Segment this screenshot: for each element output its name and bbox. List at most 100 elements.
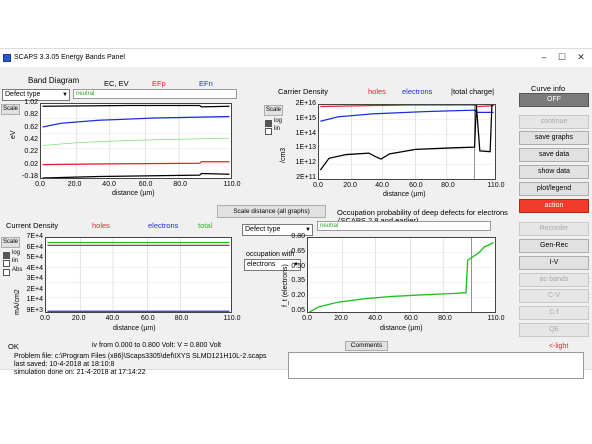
x-tick-label: 40.0 [102,181,116,188]
save-graphs-button[interactable]: save graphs [519,131,589,145]
current-log-radio[interactable] [3,252,10,259]
y-tick-label: 7E+4 [26,233,43,240]
app-icon [3,54,11,62]
y-tick-label: 0.02 [24,160,38,168]
y-tick-label: 0.22 [24,148,38,156]
current-scale-button[interactable]: Scale [1,237,20,248]
ac-bands-button[interactable]: ac-bands [519,273,589,287]
iv-button[interactable]: I-V [519,256,589,270]
curve-info-label: Curve info [531,84,566,93]
occupation-curve [309,241,494,312]
continue-button[interactable]: continue [519,115,589,129]
ok-button[interactable]: OK [8,342,19,351]
occupation-with-label: occupation with [246,251,295,258]
current-legend-electrons: electrons [148,221,179,230]
y-tick-label: 0.42 [24,136,38,143]
x-tick-label: 0.0 [40,315,50,322]
y-tick-label: 0.82 [24,111,38,119]
x-tick-label: 0.0 [302,315,312,322]
scale-distance-all-graphs-button[interactable]: Scale distance (all graphs) [217,205,326,218]
scaps-energy-bands-window: SCAPS 3.3.05 Energy Bands Panel – ☐ ✕ Ba… [0,48,592,379]
band-legend-efn: EFn [199,79,213,88]
y-tick-label: 1.02 [24,99,38,106]
y-tick-label: 0.80 [291,233,305,240]
band-neutral-field[interactable]: neutral [73,89,237,99]
total-charge-curve [319,105,494,171]
y-tick-label: 0.50 [291,262,305,270]
maximize-button[interactable]: ☐ [557,52,567,62]
show-data-button[interactable]: show data [519,165,589,179]
x-tick-label: 40.0 [368,315,382,322]
y-tick-label: 0.62 [24,123,38,131]
y-tick-label: 0.20 [291,292,305,300]
current-legend-total: total [198,221,213,230]
chevron-down-icon: ▼ [305,227,311,233]
last-saved-text: last saved: 10-4-2018 at 18:10:8 [14,361,115,368]
occupation-carrier-select[interactable]: electrons ▼ [244,259,301,271]
band-defect-type-value: Defect type [5,91,41,98]
problem-file-text: Problem file: c:\Program Files (x86)\Sca… [14,353,267,360]
occupation-defect-type-select[interactable]: Defect type ▼ [242,224,313,236]
holes-curve [320,105,494,108]
qe-button[interactable]: QE [519,323,589,337]
band-scale-button[interactable]: Scale [1,104,20,115]
carrier-density-plot [318,104,496,180]
x-tick-label: 20.0 [71,315,86,322]
y-tick-label: 5E+4 [26,254,43,262]
gen-rec-button[interactable]: Gen-Rec [519,239,589,253]
neutral-curve [42,137,230,146]
cf-button[interactable]: C-f [519,306,589,320]
action-button[interactable]: action [519,199,589,213]
current-abs-checkbox[interactable] [3,269,10,276]
efn-curve [42,115,230,128]
y-tick-label: 0.05 [291,307,305,314]
occupation-title: Occupation probability of deep defects f… [337,208,508,217]
y-tick-label: 9E+3 [26,307,43,314]
x-tick-label: 20.0 [334,315,348,322]
ec-curve [42,104,230,108]
x-tick-label: 60.0 [141,315,155,322]
band-defect-type-select[interactable]: Defect type ▼ [2,89,70,101]
current-lin-radio[interactable] [3,260,10,267]
carrier-scale-button[interactable]: Scale [264,105,283,116]
band-legend-efp: EFp [152,79,166,88]
chevron-down-icon: ▼ [62,92,68,98]
current-density-plot [45,237,232,313]
band-legend-ec-ev: EC, EV [104,79,129,88]
y-tick-label: 1E+14 [295,129,316,137]
current-x-label: distance (µm) [113,325,156,332]
carrier-log-label: log [274,118,283,124]
plot-legend-button[interactable]: plot/legend [519,182,589,196]
chevron-down-icon: ▼ [293,262,299,268]
y-tick-label: 1E+12 [295,159,316,167]
carrier-log-radio[interactable] [265,120,272,127]
carrier-x-label: distance (µm) [383,191,426,198]
x-tick-label: 0.0 [35,181,45,188]
occupation-carrier-value: electrons [247,261,276,268]
x-tick-label: 60.0 [409,182,423,189]
current-density-title: Current Density [6,221,59,230]
x-tick-label: 40.0 [105,315,120,322]
cv-button[interactable]: C-V [519,289,589,303]
ev-curve [42,172,230,178]
x-tick-label: 60.0 [138,181,153,188]
x-tick-label: 80.0 [441,182,455,189]
minimize-button[interactable]: – [541,52,547,62]
comments-button[interactable]: Comments [345,341,388,351]
y-tick-label: 2E+11 [296,174,316,181]
occupation-neutral-field[interactable]: neutral [317,221,491,231]
y-tick-label: 3E+4 [26,275,43,283]
carrier-lin-radio[interactable] [265,128,272,135]
save-data-button[interactable]: save data [519,148,589,162]
y-tick-label: 1E+4 [26,296,43,304]
off-button[interactable]: OFF [519,93,589,107]
occupation-plot [307,237,496,313]
x-tick-label: 80.0 [438,315,452,322]
close-button[interactable]: ✕ [577,52,585,62]
x-tick-label: 20.0 [343,182,357,189]
x-tick-label: 60.0 [404,315,418,322]
x-tick-label: 110.0 [223,315,241,322]
comments-box[interactable] [288,352,584,379]
recorder-button[interactable]: Recorder [519,222,589,236]
current-log-label: log [12,250,21,256]
